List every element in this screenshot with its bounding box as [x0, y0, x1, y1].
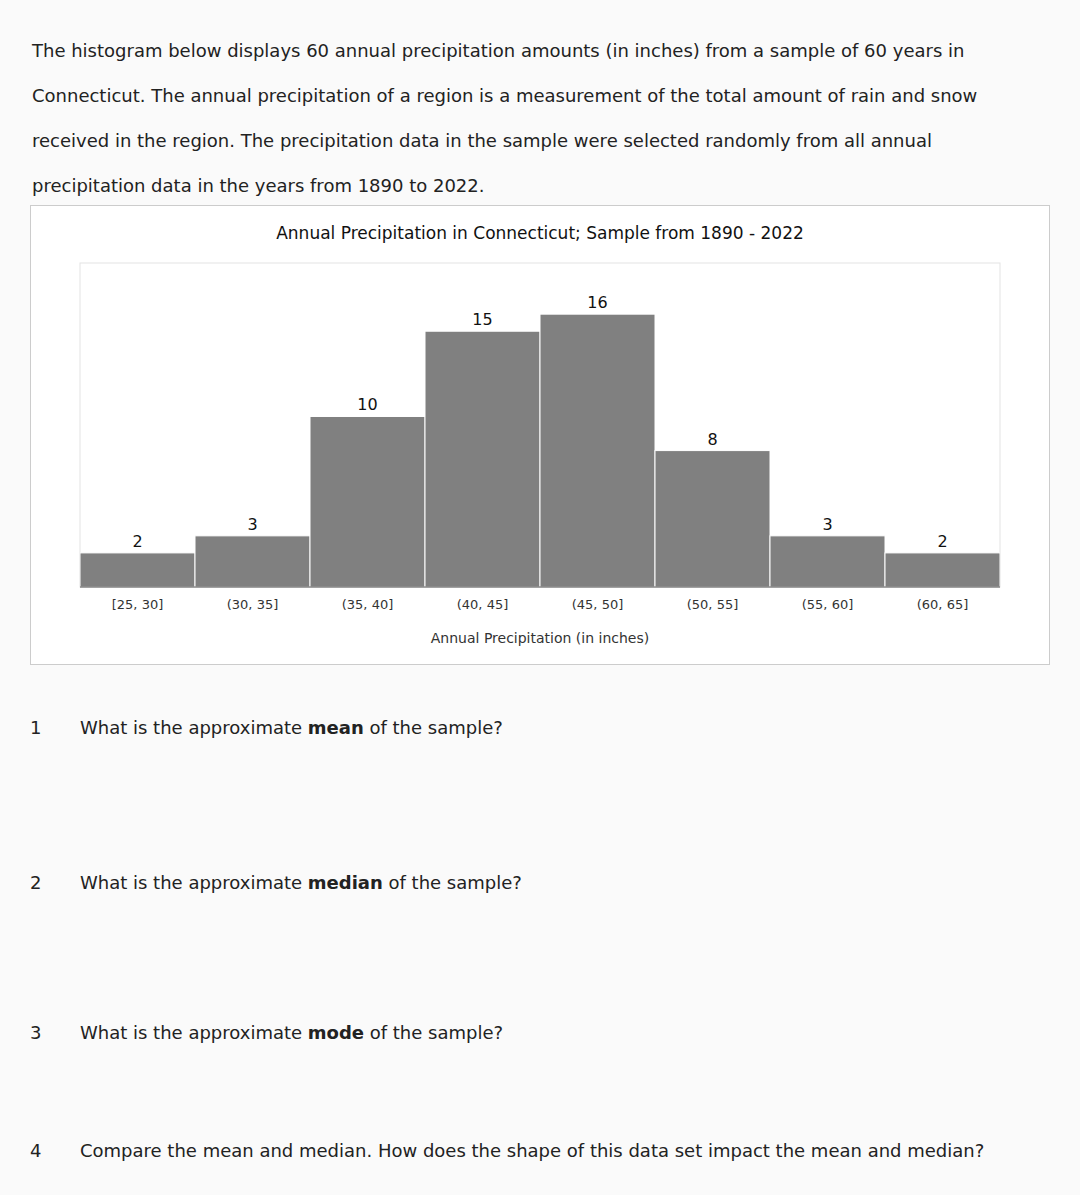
intro-line: The histogram below displays 60 annual p…: [32, 28, 1052, 73]
x-tick-label: [25, 30]: [112, 597, 164, 612]
bar: [540, 314, 655, 587]
data-label: 2: [937, 532, 947, 551]
intro-line: Connecticut. The annual precipitation of…: [32, 73, 1052, 118]
page: {"intro_lines": [ "The histogram below d…: [0, 0, 1080, 1195]
data-label: 3: [247, 515, 257, 534]
x-ticks: [25, 30] (30, 35] (35, 40] (40, 45] (45, 50]…: [112, 597, 969, 612]
intro: The histogram below displays 60 annual p…: [32, 28, 1052, 208]
bar: [770, 536, 885, 587]
data-label: 8: [707, 430, 717, 449]
intro-line: precipitation data in the years from 189…: [32, 163, 1052, 208]
bar: [885, 553, 1000, 587]
bar: [425, 331, 540, 587]
question-number: 4: [30, 1140, 80, 1161]
data-label: 15: [472, 310, 492, 329]
data-label: 10: [357, 395, 377, 414]
bar: [310, 416, 425, 587]
question-text: What is the approximate: [80, 1022, 308, 1043]
x-tick-label: (50, 55]: [687, 597, 739, 612]
question: 2What is the approximate median of the s…: [30, 872, 522, 893]
chart-background: [31, 206, 1050, 665]
question-emphasis: mode: [308, 1022, 364, 1043]
x-tick-label: (35, 40]: [342, 597, 394, 612]
intro-line: received in the region. The precipitatio…: [32, 118, 1052, 163]
chart: 2 3 10 15 16 8 3 2 [25, 30] (30, 35] (35, 40] (40, …: [30, 205, 1050, 665]
question-number: 2: [30, 872, 80, 893]
x-axis-line: [80, 587, 1000, 588]
question-emphasis: median: [308, 872, 383, 893]
question-text: Compare the mean and median. How does th…: [80, 1140, 984, 1161]
bars: [80, 314, 1000, 587]
x-tick-label: (55, 60]: [802, 597, 854, 612]
question: 1What is the approximate mean of the sam…: [30, 717, 503, 738]
data-labels: 2 3 10 15 16 8 3 2: [132, 293, 947, 551]
data-label: 2: [132, 532, 142, 551]
x-tick-label: (45, 50]: [572, 597, 624, 612]
chart-title: Annual Precipitation in Connecticut; Sam…: [276, 223, 804, 243]
bar: [655, 451, 770, 587]
data-label: 16: [587, 293, 607, 312]
question: 3What is the approximate mode of the sam…: [30, 1022, 503, 1043]
bar: [195, 536, 310, 587]
data-label: 3: [822, 515, 832, 534]
x-tick-label: (40, 45]: [457, 597, 509, 612]
x-tick-label: (30, 35]: [227, 597, 279, 612]
chart-panel: 2 3 10 15 16 8 3 2 [25, 30] (30, 35] (35, 40] (40, …: [30, 205, 1050, 669]
question-text: of the sample?: [383, 872, 522, 893]
question-number: 1: [30, 717, 80, 738]
question-emphasis: mean: [308, 717, 364, 738]
question-text: of the sample?: [364, 717, 503, 738]
x-tick-label: (60, 65]: [917, 597, 969, 612]
plot-frame: [80, 263, 1000, 587]
question-text: What is the approximate: [80, 717, 308, 738]
question-number: 3: [30, 1022, 80, 1043]
question-text: of the sample?: [364, 1022, 503, 1043]
question: 4Compare the mean and median. How does t…: [30, 1140, 984, 1161]
question-text: What is the approximate: [80, 872, 308, 893]
x-axis-label: Annual Precipitation (in inches): [431, 630, 649, 646]
bar: [80, 553, 195, 587]
